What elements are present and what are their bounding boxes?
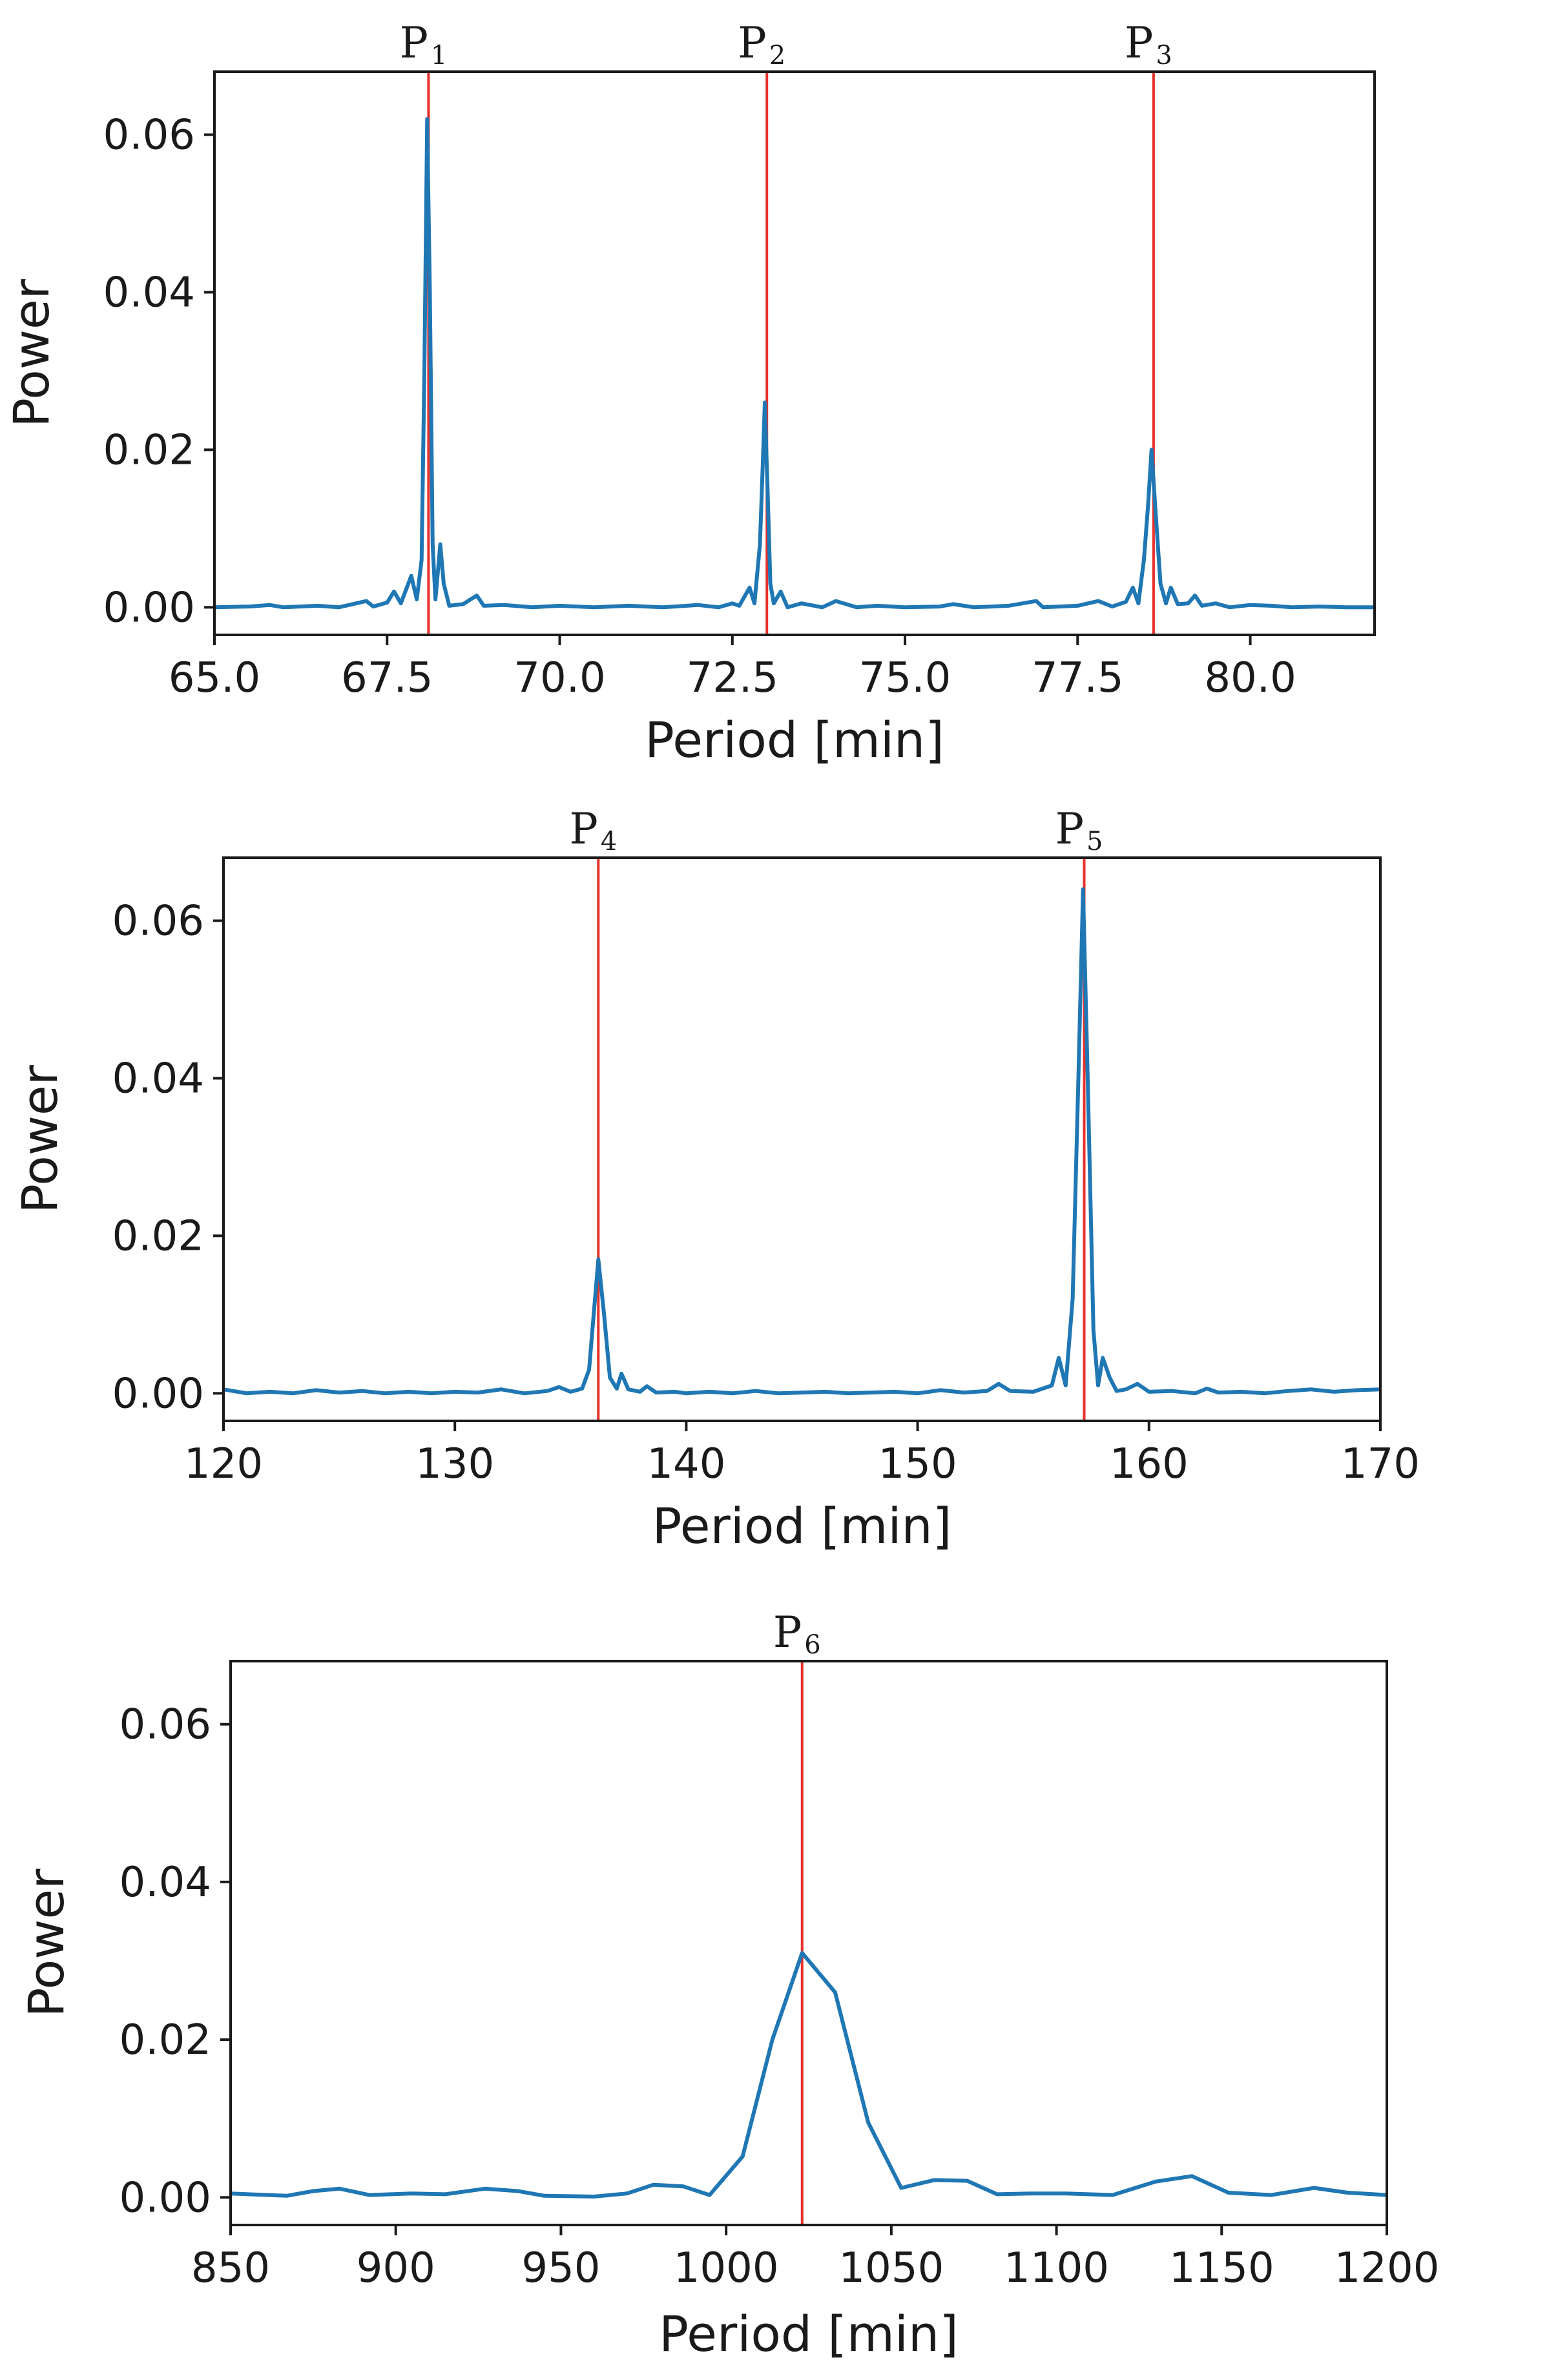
x-tick-label: 150 xyxy=(878,1440,957,1488)
x-tick-label: 950 xyxy=(521,2244,600,2292)
x-tick-label: 65.0 xyxy=(169,654,261,702)
y-axis-title: Power xyxy=(17,1868,75,2018)
x-tick-label: 1150 xyxy=(1169,2244,1274,2292)
x-axis-title: Period [min] xyxy=(659,2305,959,2363)
series-line xyxy=(230,1951,1387,2199)
y-tick-label: 0.02 xyxy=(112,1212,205,1260)
x-tick-label: 72.5 xyxy=(687,654,779,702)
y-axis-title: Power xyxy=(11,1064,68,1214)
x-tick-label: 120 xyxy=(184,1440,263,1488)
series-line xyxy=(214,117,1375,610)
x-tick-label: 850 xyxy=(191,2244,270,2292)
y-tick-label: 0.00 xyxy=(119,2174,212,2222)
panel-3: 850 900 950 1000 1050 1100 1150 1200 0.00 0.02 0.0… xyxy=(17,1608,1439,2363)
y-axis-title: Power xyxy=(3,278,60,428)
y-tick-label: 0.06 xyxy=(103,112,196,160)
x-tick-label: 140 xyxy=(647,1440,725,1488)
x-tick-label: 130 xyxy=(415,1440,494,1488)
y-tick-label: 0.00 xyxy=(103,584,196,632)
x-tick-label: 67.5 xyxy=(341,654,433,702)
y-tick-label: 0.04 xyxy=(119,1859,212,1907)
x-tick-label: 900 xyxy=(357,2244,435,2292)
x-axis-title: Period [min] xyxy=(652,1497,952,1555)
x-tick-label: 80.0 xyxy=(1204,654,1296,702)
y-tick-label: 0.06 xyxy=(112,898,205,946)
series-line xyxy=(223,887,1381,1396)
y-tick-label: 0.02 xyxy=(119,2016,212,2064)
x-tick-label: 1200 xyxy=(1335,2244,1440,2292)
x-axis-title: Period [min] xyxy=(645,711,944,769)
plot-frame xyxy=(229,1660,1388,2226)
y-tick-label: 0.00 xyxy=(112,1370,205,1418)
y-tick-label: 0.06 xyxy=(119,1701,212,1749)
x-tick-label: 1100 xyxy=(1004,2244,1109,2292)
x-tick-label: 75.0 xyxy=(859,654,951,702)
x-tick-label: 70.0 xyxy=(514,654,606,702)
plot-frame xyxy=(213,70,1376,636)
y-tick-label: 0.04 xyxy=(112,1055,205,1102)
panel-1: 65.0 67.5 70.0 72.5 75.0 77.5 80.0 0.00 0.02 0.04… xyxy=(3,18,1376,769)
x-tick-label: 1000 xyxy=(674,2244,779,2292)
y-tick-label: 0.04 xyxy=(103,269,196,316)
y-tick-label: 0.02 xyxy=(103,426,196,474)
panel-2: 120 130 140 150 160 170 0.00 0.02 0.04 0.06 Period… xyxy=(11,804,1420,1555)
x-tick-label: 170 xyxy=(1341,1440,1420,1488)
x-tick-label: 1050 xyxy=(838,2244,944,2292)
x-tick-label: 77.5 xyxy=(1032,654,1124,702)
x-tick-label: 160 xyxy=(1110,1440,1189,1488)
plot-frame xyxy=(222,856,1382,1422)
